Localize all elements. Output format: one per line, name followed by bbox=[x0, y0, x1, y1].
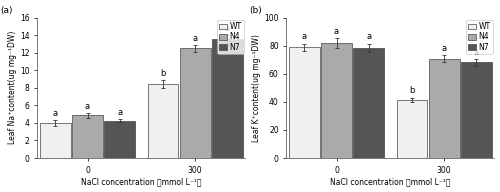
Y-axis label: Leaf Na⁺content(ug mg⁻¹DW): Leaf Na⁺content(ug mg⁻¹DW) bbox=[8, 31, 17, 144]
Text: a: a bbox=[117, 108, 122, 117]
Text: a: a bbox=[474, 48, 479, 57]
Text: a: a bbox=[85, 102, 90, 111]
Y-axis label: Leaf K⁺content(ug mg⁻¹DW): Leaf K⁺content(ug mg⁻¹DW) bbox=[252, 34, 262, 142]
Bar bbox=[461, 62, 492, 158]
Text: b: b bbox=[160, 69, 166, 78]
Bar bbox=[40, 123, 70, 158]
Text: a: a bbox=[52, 109, 58, 118]
Bar bbox=[180, 48, 210, 158]
Bar bbox=[72, 115, 103, 158]
Text: a: a bbox=[302, 32, 307, 41]
Text: b: b bbox=[409, 87, 414, 95]
Legend: WT, N4, N7: WT, N4, N7 bbox=[217, 20, 244, 54]
Bar bbox=[289, 47, 320, 158]
Bar bbox=[104, 121, 135, 158]
Text: a: a bbox=[334, 27, 339, 36]
Legend: WT, N4, N7: WT, N4, N7 bbox=[466, 20, 492, 54]
Text: a: a bbox=[366, 32, 372, 41]
Bar bbox=[354, 48, 384, 158]
Text: a: a bbox=[192, 34, 198, 43]
Bar bbox=[396, 100, 427, 158]
Text: (a): (a) bbox=[0, 6, 12, 15]
Text: (b): (b) bbox=[249, 6, 262, 15]
Bar bbox=[429, 59, 460, 158]
Bar bbox=[212, 40, 243, 158]
Bar bbox=[148, 84, 178, 158]
X-axis label: NaCl concentration （mmol L⁻¹）: NaCl concentration （mmol L⁻¹） bbox=[330, 177, 450, 186]
X-axis label: NaCl concentration （mmol L⁻¹）: NaCl concentration （mmol L⁻¹） bbox=[81, 177, 202, 186]
Text: a: a bbox=[442, 44, 447, 53]
Bar bbox=[321, 43, 352, 158]
Text: a: a bbox=[225, 24, 230, 33]
